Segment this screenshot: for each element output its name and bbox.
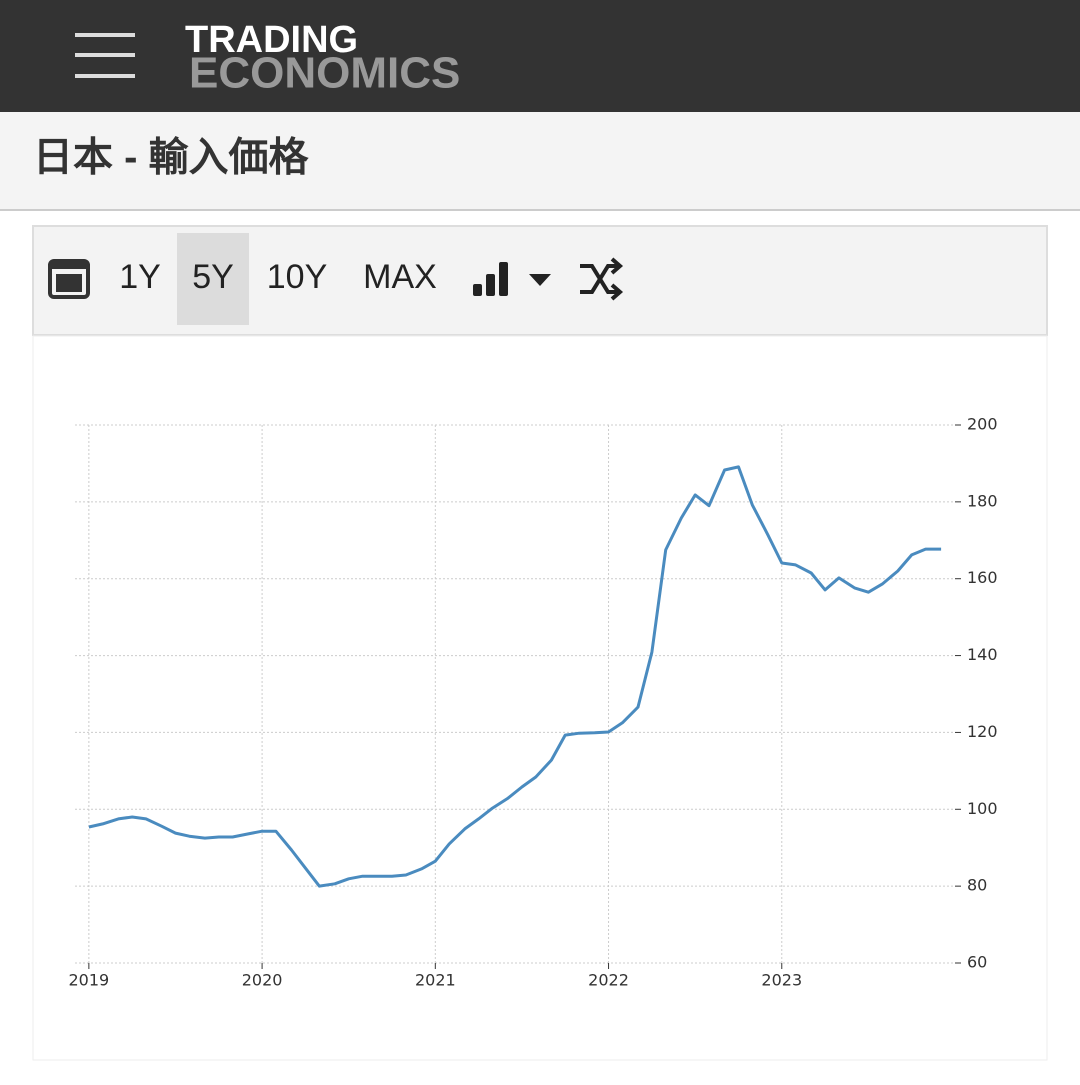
x-tick-label: 2022 [588,971,629,990]
page-title: 日本 - 輸入価格 [33,136,310,180]
y-tick-label: 140 [967,645,998,664]
y-tick-label: 180 [967,491,998,510]
top-bar [0,0,1080,112]
menu-button[interactable] [75,33,135,78]
y-tick-label: 120 [967,722,998,741]
chart-type-icon[interactable] [473,262,551,296]
y-tick-label: 100 [967,799,998,818]
chart-panel [32,335,1048,1061]
selected-range-bg [177,233,249,325]
x-tick-label: 2021 [415,971,456,990]
x-tick-label: 2020 [242,971,283,990]
y-tick-label: 80 [967,876,987,895]
title-bar [0,112,1080,210]
data-line [88,465,942,888]
x-tick-label: 2023 [761,971,802,990]
range-button[interactable]: 1Y [119,258,161,296]
calendar-icon[interactable] [48,259,90,299]
range-button[interactable]: 5Y [192,258,234,296]
logo-line1[interactable]: TRADING [185,19,358,61]
y-tick-label: 160 [967,568,998,587]
range-button[interactable]: MAX [363,258,437,296]
shuffle-icon[interactable] [580,257,624,301]
y-tick-label: 200 [967,415,998,434]
range-button[interactable]: 10Y [267,258,328,296]
x-tick-label: 2019 [68,971,109,990]
logo-line2[interactable]: ECONOMICS [189,49,460,98]
y-tick-label: 60 [967,953,987,972]
